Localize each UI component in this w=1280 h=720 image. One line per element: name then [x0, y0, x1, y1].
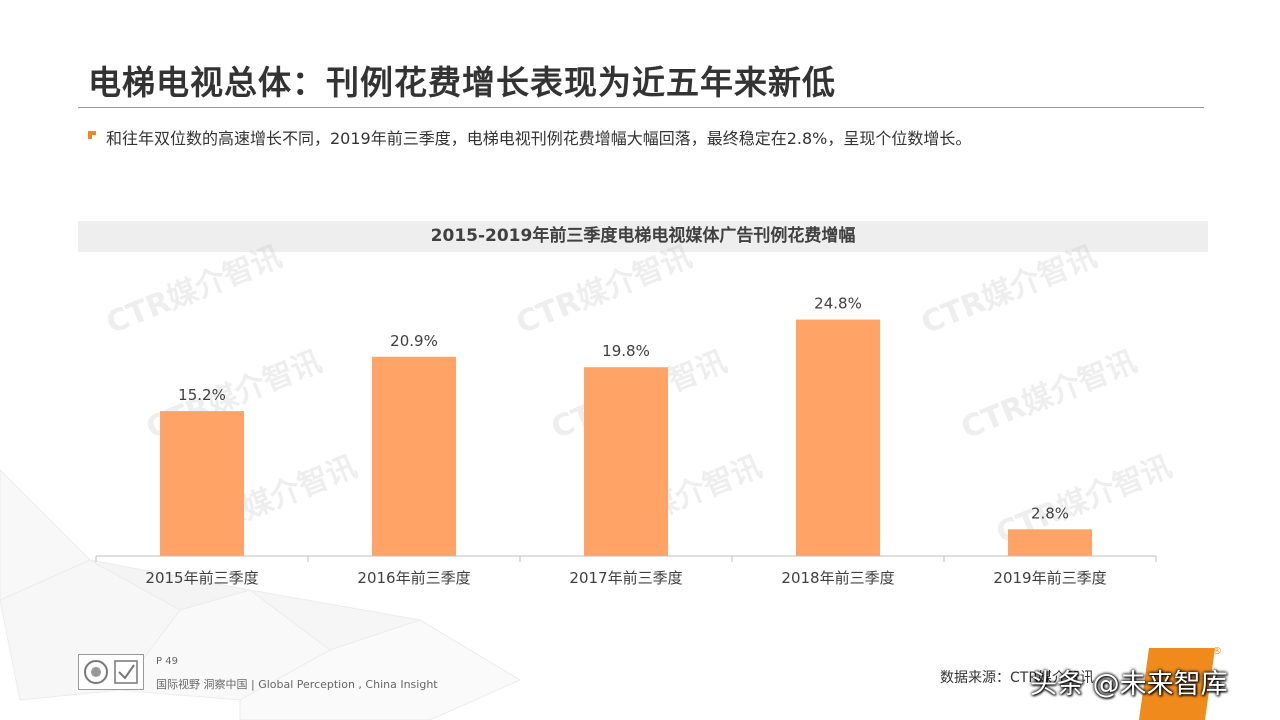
- page-number: P 49: [156, 656, 178, 667]
- footer-tagline: 国际视野 洞察中国 | Global Perception , China In…: [156, 678, 438, 691]
- chart-title: 2015-2019年前三季度电梯电视媒体广告刊例花费增幅: [430, 226, 856, 246]
- data-label: 15.2%: [178, 386, 226, 404]
- chart-title-bar: 2015-2019年前三季度电梯电视媒体广告刊例花费增幅: [78, 221, 1208, 252]
- data-label: 2.8%: [1031, 504, 1069, 522]
- data-label: 20.9%: [390, 332, 438, 350]
- data-source: 数据来源：CTR媒介智讯: [940, 670, 1095, 686]
- bar: [372, 356, 456, 556]
- x-tick-label: 2018年前三季度: [781, 569, 894, 587]
- summary-text: 和往年双位数的高速增长不同，2019年前三季度，电梯电视刊例花费增幅大幅回落，最…: [106, 129, 972, 148]
- bar: [584, 367, 668, 556]
- x-tick-label: 2017年前三季度: [569, 569, 682, 587]
- x-tick-label: 2015年前三季度: [145, 569, 258, 587]
- x-tick-label: 2016年前三季度: [357, 569, 470, 587]
- data-label: 19.8%: [602, 342, 650, 360]
- bar: [160, 411, 244, 556]
- bar: [796, 319, 880, 556]
- bar: [1008, 529, 1092, 556]
- x-tick-label: 2019年前三季度: [993, 569, 1106, 587]
- data-label: 24.8%: [814, 295, 862, 313]
- title-divider: [78, 107, 1204, 108]
- registered-mark: ®: [1212, 646, 1222, 657]
- overlay-watermark-text: 头条 @未来智库: [1030, 669, 1228, 700]
- certification-logo: [78, 654, 144, 690]
- bullet-square-icon: [88, 131, 96, 139]
- page-title: 电梯电视总体：刊例花费增长表现为近五年来新低: [88, 63, 836, 102]
